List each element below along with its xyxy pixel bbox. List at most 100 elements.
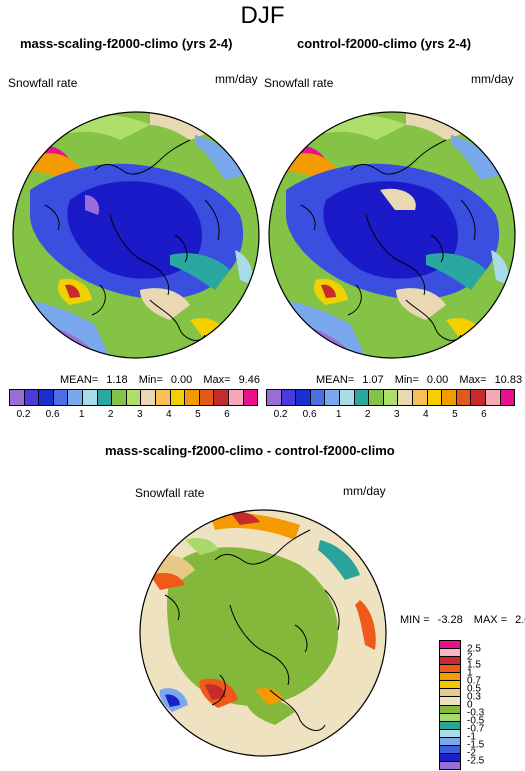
colorbar-swatch — [228, 390, 244, 405]
colorbar-swatch — [296, 390, 311, 405]
colorbar-swatch — [310, 390, 326, 405]
colorbar-swatch — [170, 390, 186, 405]
colorbar-tick-label: 1 — [467, 667, 473, 679]
colorbar-tick-label: 0.7 — [467, 675, 481, 687]
colorbar-swatch — [440, 665, 460, 674]
colorbar-swatch — [155, 390, 171, 405]
difference-map — [140, 510, 386, 756]
colorbar-tick-label: -2.5 — [467, 755, 485, 767]
right-variable-label: Snowfall rate — [264, 76, 334, 90]
colorbar-tick-label: -1 — [467, 731, 476, 743]
colorbar-swatch — [456, 390, 472, 405]
colorbar-swatch — [440, 649, 460, 658]
right-stats: MEAN= 1.07 Min= 0.00 Max= 10.83 — [316, 374, 523, 386]
colorbar-swatch — [267, 390, 282, 405]
colorbar-swatch — [427, 390, 443, 405]
colorbar-swatch — [97, 390, 113, 405]
colorbar-tick-label: 3 — [393, 409, 400, 420]
colorbar-swatch — [440, 729, 460, 738]
colorbar-swatch — [112, 390, 127, 405]
colorbar-swatch — [214, 390, 229, 405]
colorbar-swatch — [440, 657, 460, 666]
colorbar-tick-label: 4 — [166, 409, 172, 420]
colorbar-swatch — [126, 390, 142, 405]
diff-colorbar — [439, 640, 461, 770]
colorbar-swatch — [369, 390, 384, 405]
colorbar-swatch — [485, 390, 501, 405]
colorbar-tick-label: 1 — [335, 409, 342, 420]
colorbar-swatch — [82, 390, 98, 405]
colorbar-tick-label: -2 — [467, 747, 476, 759]
right-snowfall-map — [269, 112, 515, 358]
colorbar-swatch — [10, 390, 25, 405]
right-units-label: mm/day — [471, 72, 514, 86]
figure-title: DJF — [240, 2, 285, 29]
colorbar-swatch — [442, 390, 457, 405]
colorbar-swatch — [185, 390, 200, 405]
colorbar-tick-label: 4 — [423, 409, 429, 420]
colorbar-tick-label: -0.5 — [467, 715, 485, 727]
left-panel-title: mass-scaling-f2000-climo (yrs 2-4) — [20, 36, 233, 51]
right-panel-title: control-f2000-climo (yrs 2-4) — [297, 36, 472, 51]
right-colorbar — [266, 389, 515, 406]
colorbar-tick-label: 3 — [136, 409, 143, 420]
colorbar-tick-label: 0.3 — [467, 691, 481, 703]
colorbar-swatch — [440, 713, 460, 722]
colorbar-tick-label: 0.6 — [302, 409, 317, 420]
colorbar-tick-label: -0.7 — [467, 723, 485, 735]
left-colorbar — [9, 389, 258, 406]
colorbar-tick-label: 0.2 — [16, 409, 31, 420]
colorbar-swatch — [141, 390, 156, 405]
colorbar-swatch — [440, 753, 460, 762]
colorbar-swatch — [24, 390, 40, 405]
colorbar-tick-label: 1.5 — [467, 659, 481, 671]
colorbar-swatch — [471, 390, 486, 405]
colorbar-tick-label: 0.2 — [273, 409, 288, 420]
colorbar-tick-label: -1.5 — [467, 739, 485, 751]
colorbar-tick-label: 2 — [107, 409, 114, 420]
diff-variable-label: Snowfall rate — [135, 486, 205, 500]
colorbar-swatch — [243, 390, 258, 405]
colorbar-tick-label: 1 — [78, 409, 85, 420]
colorbar-swatch — [440, 721, 460, 730]
colorbar-tick-label: 6 — [481, 409, 487, 420]
colorbar-swatch — [440, 705, 460, 714]
colorbar-swatch — [199, 390, 215, 405]
colorbar-tick-label: 2.5 — [467, 643, 481, 655]
colorbar-swatch — [53, 390, 69, 405]
diff-stats: MIN =-3.28 MAX =2.07 — [400, 614, 525, 626]
colorbar-swatch — [354, 390, 370, 405]
colorbar-swatch — [383, 390, 399, 405]
colorbar-swatch — [440, 745, 460, 754]
colorbar-swatch — [500, 390, 515, 405]
colorbar-tick-label: 0.5 — [467, 683, 481, 695]
colorbar-swatch — [325, 390, 340, 405]
colorbar-swatch — [281, 390, 297, 405]
colorbar-swatch — [68, 390, 83, 405]
colorbar-tick-label: 2 — [467, 651, 473, 663]
colorbar-swatch — [412, 390, 428, 405]
colorbar-tick-label: -0.3 — [467, 707, 485, 719]
colorbar-swatch — [440, 761, 460, 769]
colorbar-swatch — [440, 681, 460, 690]
left-snowfall-map — [13, 112, 259, 358]
colorbar-tick-label: 5 — [452, 409, 458, 420]
colorbar-swatch — [39, 390, 54, 405]
colorbar-swatch — [440, 697, 460, 706]
left-stats: MEAN= 1.18 Min= 0.00 Max= 9.46 — [60, 374, 260, 386]
colorbar-swatch — [440, 641, 460, 650]
colorbar-tick-label: 2 — [364, 409, 371, 420]
left-units-label: mm/day — [215, 72, 258, 86]
colorbar-tick-label: 0 — [467, 699, 473, 711]
colorbar-swatch — [339, 390, 355, 405]
left-variable-label: Snowfall rate — [8, 76, 78, 90]
colorbar-swatch — [440, 673, 460, 682]
colorbar-tick-label: 0.6 — [45, 409, 60, 420]
colorbar-tick-label: 5 — [195, 409, 201, 420]
diff-panel-title: mass-scaling-f2000-climo - control-f2000… — [105, 443, 395, 458]
colorbar-tick-label: 6 — [224, 409, 230, 420]
colorbar-swatch — [398, 390, 413, 405]
diff-units-label: mm/day — [343, 484, 386, 498]
colorbar-swatch — [440, 737, 460, 746]
